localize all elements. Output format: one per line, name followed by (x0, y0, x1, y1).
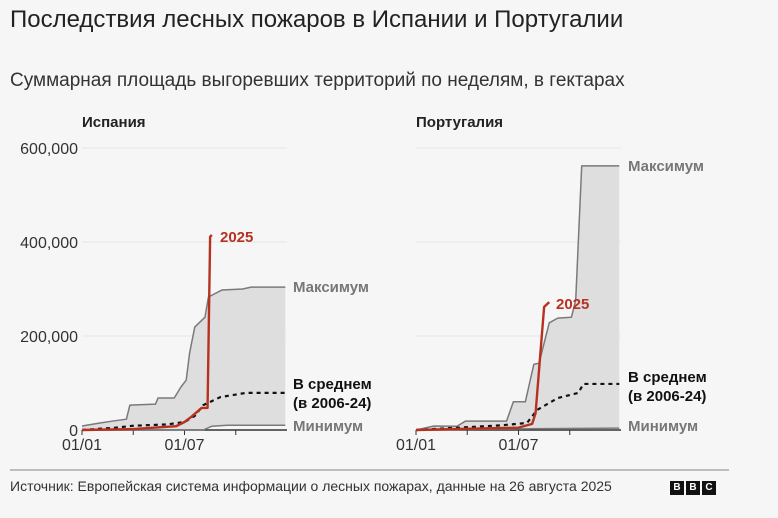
series-label-min: Минимум (628, 418, 698, 435)
panel-title: Испания (82, 114, 146, 131)
series-label-avg: В среднем (628, 369, 707, 386)
x-tick-label: 01/01 (62, 437, 102, 454)
chart-title: Последствия лесных пожаров в Испании и П… (10, 6, 624, 33)
footer-divider (10, 469, 729, 471)
logo-letter: C (702, 481, 716, 495)
range-band (82, 287, 286, 430)
x-tick-label: 01/01 (396, 437, 436, 454)
x-tick-label: 01/07 (498, 437, 538, 454)
logo-letter: B (670, 481, 684, 495)
x-tick-label: 01/07 (164, 437, 204, 454)
series-label-max: Максимум (628, 158, 704, 175)
series-line-max (81, 286, 286, 427)
series-line-max (415, 165, 620, 431)
series-line-avg (415, 382, 620, 432)
range-band (416, 165, 620, 431)
series-label-avg-sub: (в 2006-24) (293, 395, 371, 412)
y-tick-label: 200,000 (20, 329, 78, 346)
series-label-y2025: 2025 (220, 229, 253, 246)
series-label-avg-sub: (в 2006-24) (628, 388, 706, 405)
y-tick-label: 400,000 (20, 235, 78, 252)
bbc-logo: B B C (670, 481, 716, 495)
y-tick-label: 0 (69, 423, 78, 440)
source-note: Источник: Европейская система информации… (10, 478, 612, 494)
series-label-avg: В среднем (293, 376, 372, 393)
logo-letter: B (686, 481, 700, 495)
chart-subtitle: Суммарная площадь выгоревших территорий … (10, 70, 625, 91)
y-tick-label: 600,000 (20, 141, 78, 158)
series-line-y2025 (415, 301, 551, 432)
series-label-max: Максимум (293, 279, 369, 296)
series-line-y2025 (81, 234, 213, 432)
series-label-min: Минимум (293, 418, 363, 435)
series-label-y2025: 2025 (556, 296, 589, 313)
series-line-min (82, 424, 286, 431)
series-line-avg (81, 391, 286, 432)
panel-title: Португалия (416, 114, 503, 131)
